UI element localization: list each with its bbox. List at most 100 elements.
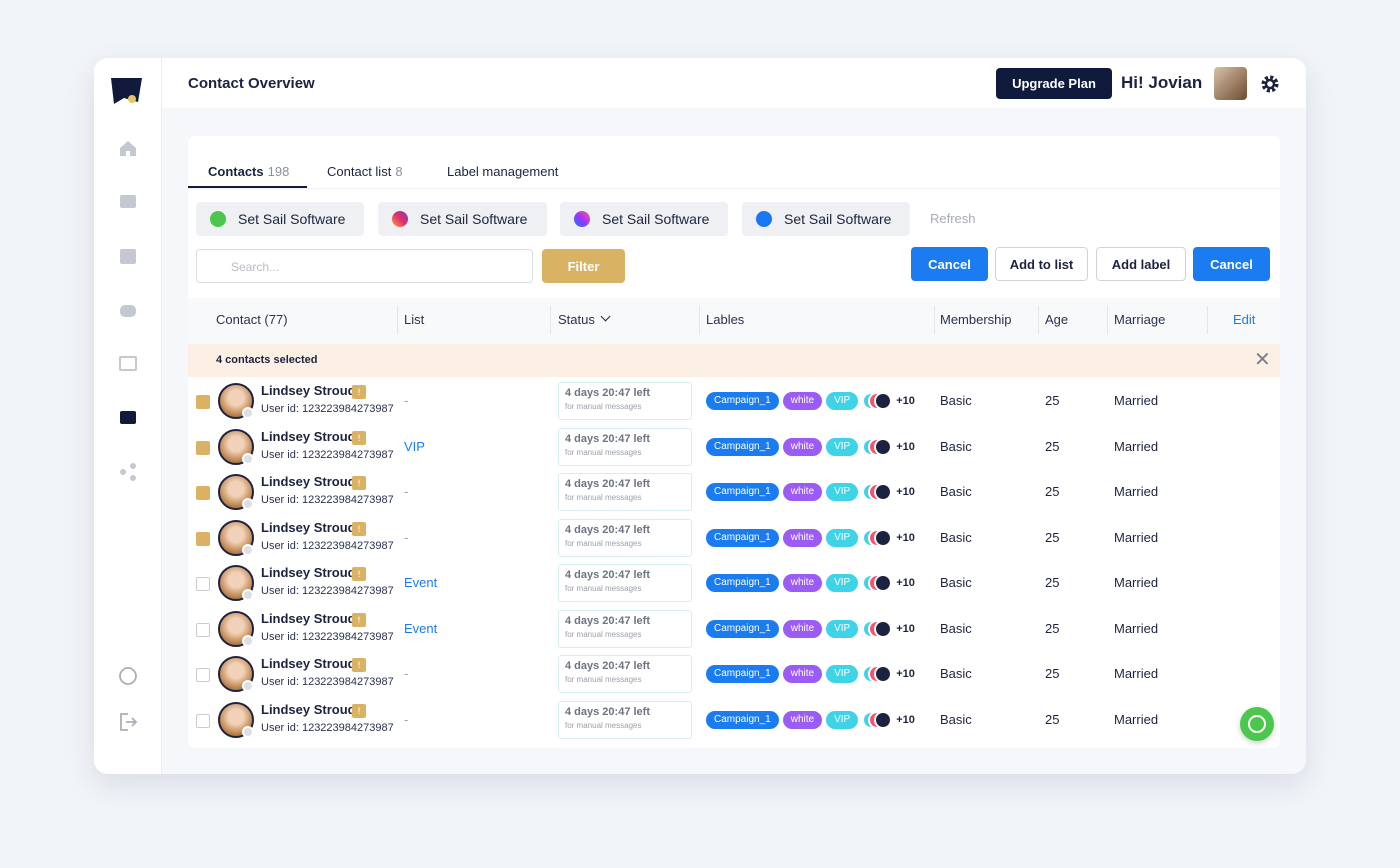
avatar-status <box>242 543 254 556</box>
tab[interactable]: Label management <box>447 164 558 179</box>
avatar-status <box>242 634 254 647</box>
label-pill[interactable]: VIP <box>826 619 859 638</box>
label-pill[interactable]: white <box>782 619 823 638</box>
status-text: 4 days 20:47 left <box>565 387 650 399</box>
label-pill[interactable]: white <box>782 710 823 729</box>
table-row[interactable]: Lindsey Stroud! User id: 123223984273987-… <box>188 471 1280 516</box>
more-labels[interactable]: +10 <box>896 668 915 680</box>
settings-icon[interactable] <box>1260 74 1280 94</box>
user-avatar[interactable] <box>1214 67 1247 100</box>
row-checkbox[interactable] <box>196 440 210 455</box>
label-pill[interactable]: white <box>782 574 823 592</box>
upgrade-button[interactable]: Upgrade Plan <box>996 68 1112 99</box>
column-header[interactable]: Status <box>558 312 595 327</box>
channel-button[interactable]: Set Sail Software <box>196 202 364 236</box>
channel-button[interactable]: Set Sail Software <box>742 202 910 236</box>
contact-name: Lindsey Stroud <box>261 701 356 717</box>
label-pill[interactable]: VIP <box>826 483 859 501</box>
table-row[interactable]: Lindsey Stroud! User id: 123223984273987-… <box>188 380 1280 425</box>
label-pill[interactable]: Campaign_1 <box>706 392 779 410</box>
clear-selection[interactable]: ✕ <box>1254 349 1271 371</box>
column-header: Contact (77) <box>216 312 288 327</box>
status-text: 4 days 20:47 left <box>565 569 650 581</box>
labels: Campaign_1 white VIP +10 <box>706 665 915 683</box>
marriage: Married <box>1114 438 1159 454</box>
edit-columns[interactable]: Edit <box>1233 312 1256 327</box>
column-header: List <box>404 312 425 327</box>
action-button[interactable]: Add to list <box>995 247 1088 281</box>
row-checkbox[interactable] <box>196 395 210 409</box>
labels: Campaign_1 white VIP +10 <box>706 437 915 456</box>
action-button[interactable]: Cancel <box>911 247 988 281</box>
row-checkbox[interactable] <box>196 486 210 500</box>
bottom-icons[interactable] <box>118 666 138 736</box>
label-pill[interactable]: VIP <box>826 574 859 592</box>
table-row[interactable]: Lindsey Stroud! User id: 123223984273987 E… <box>188 608 1280 653</box>
user-id: User id: 123223984273987 <box>261 630 394 643</box>
table-row[interactable]: Lindsey Stroud! User id: 123223984273987 E… <box>188 562 1280 607</box>
label-pill[interactable]: white <box>782 483 823 501</box>
more-labels[interactable]: +10 <box>896 395 915 407</box>
avatar-status <box>242 407 254 419</box>
label-pill[interactable]: Campaign_1 <box>706 483 779 501</box>
label-pill[interactable]: Campaign_1 <box>706 528 779 547</box>
nav-icons[interactable] <box>118 138 138 558</box>
label-pill[interactable]: white <box>782 528 823 547</box>
column-header: Marriage <box>1114 312 1166 327</box>
label-pill[interactable]: VIP <box>826 528 859 547</box>
more-labels[interactable]: +10 <box>896 622 915 635</box>
status-note: for manual messages <box>565 720 642 730</box>
tab-label: Contact list <box>327 164 392 179</box>
more-labels[interactable]: +10 <box>896 486 915 498</box>
contact-name: Lindsey Stroud <box>261 383 356 398</box>
status-text: 4 days 20:47 left <box>565 660 650 672</box>
status-text: 4 days 20:47 left <box>565 478 650 490</box>
row-checkbox[interactable] <box>196 531 210 546</box>
label-pill[interactable]: Campaign_1 <box>706 437 779 456</box>
table-row[interactable]: Lindsey Stroud! User id: 123223984273987-… <box>188 699 1280 744</box>
refresh-button[interactable]: Refresh <box>930 211 976 226</box>
table-row[interactable]: Lindsey Stroud! User id: 123223984273987-… <box>188 517 1280 562</box>
more-labels[interactable]: +10 <box>896 577 915 589</box>
label-pill[interactable]: Campaign_1 <box>706 665 779 683</box>
membership: Basic <box>940 393 972 408</box>
label-dots <box>862 528 896 547</box>
label-pill[interactable]: white <box>782 392 823 410</box>
membership: Basic <box>940 666 972 681</box>
table-row[interactable]: Lindsey Stroud! User id: 123223984273987 V… <box>188 426 1280 471</box>
tab[interactable]: Contact list 8 <box>327 164 403 179</box>
label-pill[interactable]: VIP <box>826 710 859 729</box>
row-checkbox[interactable] <box>196 713 210 728</box>
channel-button[interactable]: Set Sail Software <box>378 202 547 236</box>
label-pill[interactable]: Campaign_1 <box>706 619 779 638</box>
status-box: 4 days 20:47 left for manual messages <box>558 609 692 648</box>
more-labels[interactable]: +10 <box>896 440 915 453</box>
more-labels[interactable]: +10 <box>896 531 915 544</box>
label-dot <box>874 528 893 547</box>
label-pill[interactable]: white <box>782 665 823 683</box>
contact-name: Lindsey Stroud <box>261 656 356 671</box>
filter-button[interactable]: Filter <box>542 249 625 283</box>
row-checkbox[interactable] <box>196 622 210 637</box>
label-pill[interactable]: VIP <box>826 392 859 410</box>
contact-badge: ! <box>352 658 366 672</box>
channel-button[interactable]: Set Sail Software <box>560 202 728 236</box>
row-checkbox[interactable] <box>196 577 210 591</box>
more-labels[interactable]: +10 <box>896 713 915 726</box>
label-pill[interactable]: VIP <box>826 437 859 456</box>
channel-icon <box>210 211 226 227</box>
table-row[interactable]: Lindsey Stroud! User id: 123223984273987-… <box>188 653 1280 698</box>
label-pill[interactable]: Campaign_1 <box>706 574 779 592</box>
action-button[interactable]: Cancel <box>1193 247 1270 281</box>
tab[interactable]: Contacts 198 <box>208 164 289 179</box>
contact-avatar <box>218 565 254 601</box>
whatsapp-fab[interactable] <box>1240 707 1274 741</box>
row-checkbox[interactable] <box>196 668 210 682</box>
label-pill[interactable]: Campaign_1 <box>706 710 779 729</box>
membership: Basic <box>940 484 972 499</box>
label-pill[interactable]: VIP <box>826 665 859 683</box>
search-input[interactable]: Search... <box>196 249 533 283</box>
label-pill[interactable]: white <box>782 437 823 456</box>
marriage: Married <box>1114 529 1159 545</box>
action-button[interactable]: Add label <box>1096 247 1186 281</box>
